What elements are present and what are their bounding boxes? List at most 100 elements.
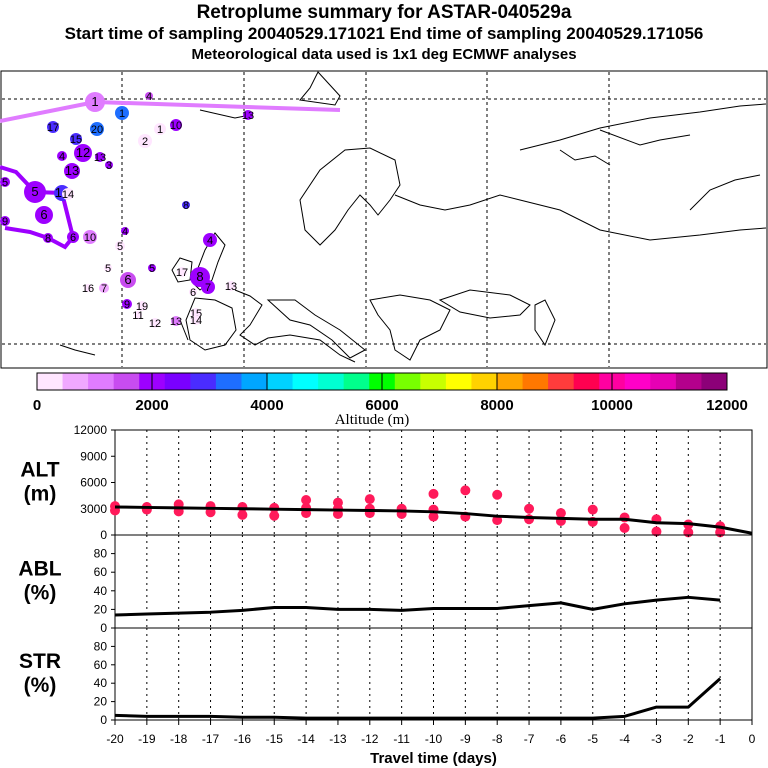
plume-marker (243, 110, 253, 120)
y-tick-label: 60 (94, 565, 108, 579)
plume-marker-label: 11 (132, 310, 143, 322)
colorbar-swatch (343, 373, 370, 390)
plume-marker-label: 14 (190, 315, 202, 327)
plume-cluster-point (332, 497, 343, 508)
x-tick-label: -13 (329, 732, 347, 746)
plume-marker (43, 233, 53, 243)
plume-marker (90, 122, 104, 136)
plume-marker (203, 233, 217, 247)
plume-marker (62, 188, 74, 200)
y-tick-label: 12000 (74, 423, 108, 437)
plume-marker-label: 13 (94, 152, 106, 164)
y-tick-label: 20 (94, 695, 108, 709)
plume-marker (105, 161, 113, 169)
plume-marker-label: 9 (2, 216, 8, 228)
plume-marker-label: 4 (59, 151, 65, 163)
plume-marker-label: 6 (190, 287, 196, 299)
panel-y-label: (%) (24, 582, 57, 605)
altitude-colorbar: 0 2000 4000 6000 8000 10000 12000 (33, 372, 748, 414)
plume-marker-label: 6 (40, 207, 47, 222)
x-tick-label: -1 (715, 732, 726, 746)
x-tick-label: -8 (492, 732, 503, 746)
plume-marker (67, 231, 79, 243)
plume-marker (171, 316, 181, 326)
x-tick-label: -5 (587, 732, 598, 746)
colorbar-tick-label: 4000 (250, 397, 283, 414)
colorbar-tick-label: 12000 (706, 397, 748, 414)
colorbar-swatch (292, 373, 319, 390)
travel-time-axis: -20 -19 -18 -17 -16 -15 -14 -13 -12 -11 -10 -9 -8 -7-… (106, 720, 756, 767)
plume-marker-label: 1 (91, 94, 98, 109)
plume-cluster-point (269, 510, 280, 521)
plume-marker (145, 92, 153, 100)
x-tick-label: -18 (170, 732, 188, 746)
plume-cluster-point (524, 503, 535, 514)
plume-marker (0, 177, 10, 187)
plume-cluster-point (555, 508, 566, 519)
x-tick-label: -16 (234, 732, 252, 746)
panel-alt: 0 3000 6000 9000 12000 ALT(m) (20, 423, 753, 542)
plume-marker-label: 8 (45, 233, 51, 245)
plume-marker (170, 119, 182, 131)
colorbar-swatch (548, 373, 575, 390)
plume-marker-label: 15 (70, 134, 82, 146)
sampling-times: Start time of sampling 20040529.171021 E… (64, 24, 704, 43)
colorbar-swatch (420, 373, 447, 390)
plume-marker-label: 6 (124, 272, 131, 287)
plume-cluster-point (301, 495, 312, 505)
y-tick-label: 0 (100, 528, 107, 542)
plume-marker-label: 8 (196, 269, 203, 284)
plume-marker-label: 2 (142, 136, 148, 148)
plume-marker (191, 315, 201, 325)
plume-marker-label: 8 (183, 200, 189, 212)
y-tick-label: 20 (94, 602, 108, 616)
colorbar-swatch (215, 373, 242, 390)
panel-abl: 0 20 40 60 80 ABL(%) (18, 534, 753, 635)
colorbar-swatch (37, 373, 64, 390)
y-tick-label: 0 (100, 713, 107, 727)
plume-cluster-point (237, 509, 248, 520)
y-tick-label: 6000 (80, 476, 107, 490)
panel-y-label: (%) (24, 674, 57, 697)
colorbar-swatch (318, 373, 345, 390)
figure-title: Retroplume summary for ASTAR-040529a (196, 2, 572, 23)
colorbar-swatch (522, 373, 549, 390)
plume-cluster-point (428, 511, 439, 522)
plume-marker-label: 1 (157, 124, 163, 136)
plume-marker (83, 230, 97, 244)
x-tick-label: -7 (524, 732, 535, 746)
plume-marker (70, 133, 82, 145)
panel-y-label: ALT (20, 459, 59, 482)
y-tick-label: 40 (94, 676, 108, 690)
x-tick-label: -17 (202, 732, 220, 746)
plume-marker-label: 5 (149, 263, 155, 275)
x-tick-label: -4 (619, 732, 630, 746)
plume-marker (134, 311, 142, 319)
plume-marker-label: 5 (105, 263, 111, 275)
plume-marker-label: 13 (225, 281, 237, 293)
plume-cluster-point (492, 489, 503, 500)
colorbar-tick-label: 10000 (591, 397, 633, 414)
panel-y-label: STR (19, 650, 61, 673)
colorbar-swatch (471, 373, 498, 390)
plume-cluster-point (651, 526, 662, 537)
x-tick-label: -6 (556, 732, 567, 746)
plume-marker-label: 4 (122, 226, 128, 238)
series-line (114, 595, 721, 617)
colorbar-swatch (62, 373, 89, 390)
plume-marker-label: 7 (205, 282, 211, 294)
plume-marker (148, 264, 156, 272)
trajectory-segment (94, 100, 341, 112)
plume-marker (74, 144, 92, 162)
plume-marker (85, 92, 105, 112)
plume-marker (115, 106, 129, 120)
plume-marker (24, 181, 46, 203)
plume-marker-label: 20 (91, 124, 103, 136)
plume-marker-label: 4 (146, 91, 152, 103)
plume-cluster-point (587, 504, 598, 515)
plume-marker-label: 17 (47, 122, 59, 134)
colorbar-swatch (650, 373, 677, 390)
colorbar-swatch (624, 373, 651, 390)
